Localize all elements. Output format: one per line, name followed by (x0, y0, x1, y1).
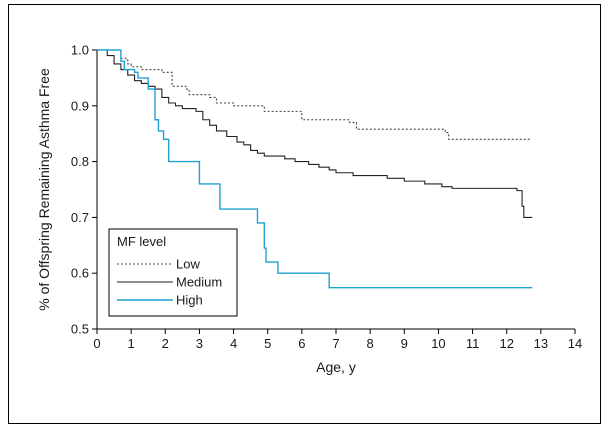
x-tick-label: 9 (401, 336, 408, 351)
series-group (97, 49, 533, 289)
chart-frame: 0 1 2 3 4 5 6 7 8 9 10 11 12 13 14 0.5 0.6 0.7 0.8 0.9 1.0 … (8, 4, 601, 424)
x-tick-label: 1 (128, 336, 135, 351)
y-tick-label: 1.0 (71, 43, 89, 58)
y-tick-label: 0.8 (71, 154, 89, 169)
x-tick-label: 4 (230, 336, 237, 351)
x-tick-label: 7 (332, 336, 339, 351)
series-line-low (97, 49, 531, 140)
legend-label-low: Low (176, 257, 200, 272)
y-tick-label: 0.9 (71, 98, 89, 113)
x-tick-label: 10 (431, 336, 445, 351)
y-axis-ticks: 0.5 0.6 0.7 0.8 0.9 1.0 (71, 43, 97, 337)
x-tick-label: 3 (196, 336, 203, 351)
x-tick-label: 8 (367, 336, 374, 351)
survival-chart: 0 1 2 3 4 5 6 7 8 9 10 11 12 13 14 0.50.60.70.80.91.0 … (36, 43, 582, 376)
x-tick-label: 2 (162, 336, 169, 351)
series-line-medium (97, 49, 533, 218)
legend-box (108, 228, 238, 317)
y-tick-label: 0.6 (71, 266, 89, 281)
series-line-high (97, 49, 533, 289)
legend-label-medium: Medium (176, 275, 222, 290)
x-tick-label: 0 (93, 336, 100, 351)
y-tick-label: 0.7 (71, 210, 89, 225)
x-axis-label: Age, y (316, 359, 356, 375)
x-tick-label: 14 (568, 336, 582, 351)
x-tick-label: 13 (534, 336, 548, 351)
x-axis-ticks: 0 1 2 3 4 5 6 7 8 9 10 11 12 13 14 (93, 329, 582, 351)
legend: MF level Low Medium High (108, 228, 238, 317)
x-tick-label: 11 (466, 336, 480, 351)
legend-label-high: High (176, 293, 203, 308)
x-tick-label: 6 (298, 336, 305, 351)
y-axis-label: % of Offspring Remaining Asthma Free (36, 68, 52, 311)
legend-items: Low Medium High (117, 257, 222, 308)
y-tick-label: 0.5 (71, 322, 89, 337)
x-tick-label: 5 (264, 336, 271, 351)
x-tick-label: 12 (499, 336, 513, 351)
legend-title: MF level (117, 234, 166, 249)
